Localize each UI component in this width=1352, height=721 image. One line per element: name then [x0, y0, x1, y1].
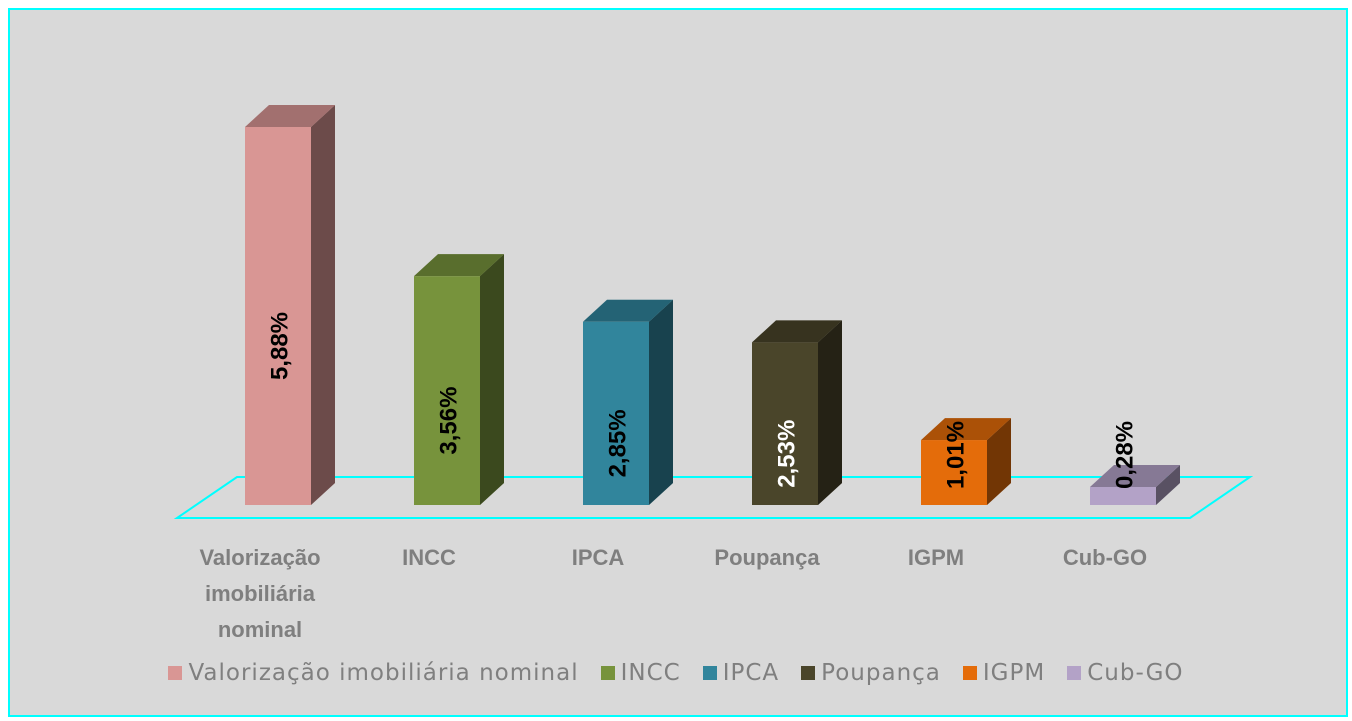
bar-side-shade	[818, 320, 842, 505]
value-label: 3,56%	[435, 387, 462, 455]
bar-top	[1090, 465, 1180, 487]
value-label: 1,01%	[942, 421, 969, 489]
value-label: 0,28%	[1111, 421, 1138, 489]
bar-top-shade	[752, 320, 842, 343]
legend-item: Poupança	[801, 660, 941, 686]
x-tick-label: Poupança	[714, 545, 820, 570]
legend-label: Poupança	[821, 660, 941, 686]
legend-label: Valorização imobiliária nominal	[188, 660, 579, 686]
legend-item: IPCA	[702, 660, 780, 686]
bar-top-shade	[583, 299, 673, 322]
bar-top-shade	[1090, 465, 1180, 487]
legend-label: INCC	[620, 660, 681, 686]
bar	[921, 440, 987, 505]
legend-label: Cub-GO	[1087, 660, 1184, 686]
value-label: 2,53%	[773, 420, 800, 488]
value-label: 5,88%	[266, 312, 293, 380]
bar-top-shade	[921, 418, 1011, 441]
bar	[245, 127, 311, 505]
chart-area	[8, 8, 1348, 717]
bar	[583, 321, 649, 505]
bar-top	[414, 254, 504, 277]
bar-side-shade	[987, 418, 1011, 505]
legend-item: INCC	[600, 660, 681, 686]
bar	[414, 276, 480, 505]
bar-side-shade	[1156, 465, 1180, 505]
legend-swatch	[801, 666, 816, 680]
legend-swatch	[962, 666, 977, 680]
x-tick-label: IPCA	[571, 545, 625, 570]
legend-item: Cub-GO	[1067, 660, 1183, 686]
bar	[1090, 487, 1156, 505]
x-tick-label: Cub-GO	[1062, 545, 1148, 570]
bar-top-shade	[245, 105, 335, 127]
bar-top	[245, 105, 335, 127]
floor	[173, 476, 1254, 519]
bar	[752, 342, 818, 505]
legend-item: Valorização imobiliária nominal	[168, 660, 578, 686]
legend-swatch	[168, 666, 183, 680]
value-label: 2,85%	[604, 409, 631, 477]
x-tick-label: Valorização imobiliária nominal	[199, 545, 321, 642]
legend-item: IGPM	[962, 660, 1046, 686]
legend-label: IGPM	[982, 660, 1046, 686]
bar-side-shade	[480, 254, 504, 505]
legend: Valorização imobiliária nominal INCC IPCA P…	[0, 660, 1352, 686]
bar-top	[583, 299, 673, 322]
legend-swatch	[702, 666, 717, 680]
bar-top-shade	[414, 254, 504, 277]
legend-swatch	[1067, 666, 1082, 680]
x-tick-label: INCC	[402, 545, 456, 570]
bar-side-shade	[649, 299, 673, 505]
bar-top	[752, 320, 842, 343]
legend-swatch	[600, 666, 615, 680]
bar-side-shade	[311, 105, 335, 505]
x-tick-label: IGPM	[907, 545, 965, 570]
bar-top	[921, 418, 1011, 441]
legend-label: IPCA	[722, 660, 780, 686]
